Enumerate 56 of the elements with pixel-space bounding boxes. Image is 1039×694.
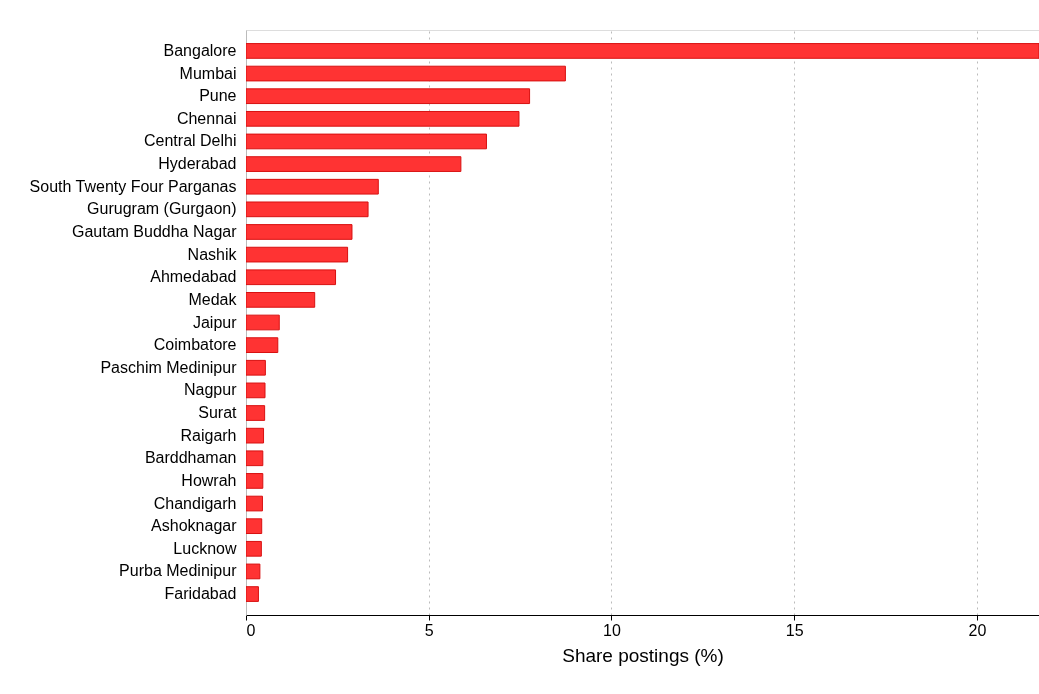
y-tick-label: Chandigarh bbox=[153, 494, 237, 512]
bar bbox=[246, 201, 369, 218]
bar bbox=[246, 269, 337, 286]
bar bbox=[246, 563, 261, 580]
bar bbox=[246, 337, 279, 353]
x-tick-label: 15 bbox=[785, 621, 804, 639]
x-tick-label: 10 bbox=[603, 621, 621, 639]
bar bbox=[246, 110, 520, 127]
bar bbox=[246, 586, 259, 602]
y-tick-label: Barddhaman bbox=[144, 449, 237, 467]
y-tick-label: Hyderabad bbox=[158, 155, 237, 173]
y-tick-label: Ashoknagar bbox=[151, 517, 238, 535]
bar bbox=[246, 178, 379, 195]
y-tick-label: Gautam Buddha Nagar bbox=[71, 222, 238, 240]
bar bbox=[246, 133, 487, 150]
y-tick-label: South Twenty Four Parganas bbox=[29, 177, 237, 195]
bar bbox=[246, 359, 266, 376]
bar bbox=[246, 518, 263, 535]
x-tick-label: 20 bbox=[968, 621, 987, 639]
y-tick-label: Surat bbox=[198, 404, 238, 422]
y-tick-label: Howrah bbox=[181, 471, 237, 489]
y-tick-label: Paschim Medinipur bbox=[100, 358, 238, 376]
y-tick-label: Nashik bbox=[187, 245, 238, 263]
y-tick-label: Pune bbox=[199, 87, 237, 105]
bar bbox=[246, 314, 280, 331]
y-tick-label: Nagpur bbox=[184, 381, 238, 399]
y-tick-label: Chennai bbox=[176, 109, 237, 127]
x-tick-label: 5 bbox=[424, 621, 434, 639]
bar bbox=[246, 405, 266, 421]
y-tick-label: Ahmedabad bbox=[150, 268, 237, 286]
bar bbox=[246, 43, 1039, 59]
bar bbox=[246, 224, 353, 240]
x-tick-label: 0 bbox=[246, 621, 256, 639]
bar bbox=[246, 473, 264, 489]
x-axis-title: Share postings (%) bbox=[562, 644, 724, 666]
y-tick-label: Jaipur bbox=[192, 313, 238, 331]
bar bbox=[246, 156, 462, 172]
bar bbox=[246, 382, 266, 399]
bar bbox=[246, 292, 316, 308]
y-tick-label: Mumbai bbox=[179, 64, 237, 82]
y-tick-label: Medak bbox=[188, 290, 238, 308]
y-tick-label: Faridabad bbox=[164, 585, 237, 603]
y-tick-label: Gurugram (Gurgaon) bbox=[87, 200, 237, 218]
y-tick-label: Purba Medinipur bbox=[119, 562, 238, 580]
bar bbox=[246, 450, 264, 467]
bar bbox=[246, 65, 566, 82]
bar bbox=[246, 88, 531, 105]
y-tick-label: Bangalore bbox=[163, 41, 237, 59]
bar bbox=[246, 427, 265, 444]
bar bbox=[246, 495, 263, 512]
bar bbox=[246, 540, 262, 557]
y-tick-label: Coimbatore bbox=[153, 336, 237, 354]
bar bbox=[246, 246, 349, 263]
y-tick-label: Lucknow bbox=[173, 539, 237, 557]
y-tick-label: Raigarh bbox=[180, 426, 237, 444]
y-tick-label: Central Delhi bbox=[144, 132, 237, 150]
